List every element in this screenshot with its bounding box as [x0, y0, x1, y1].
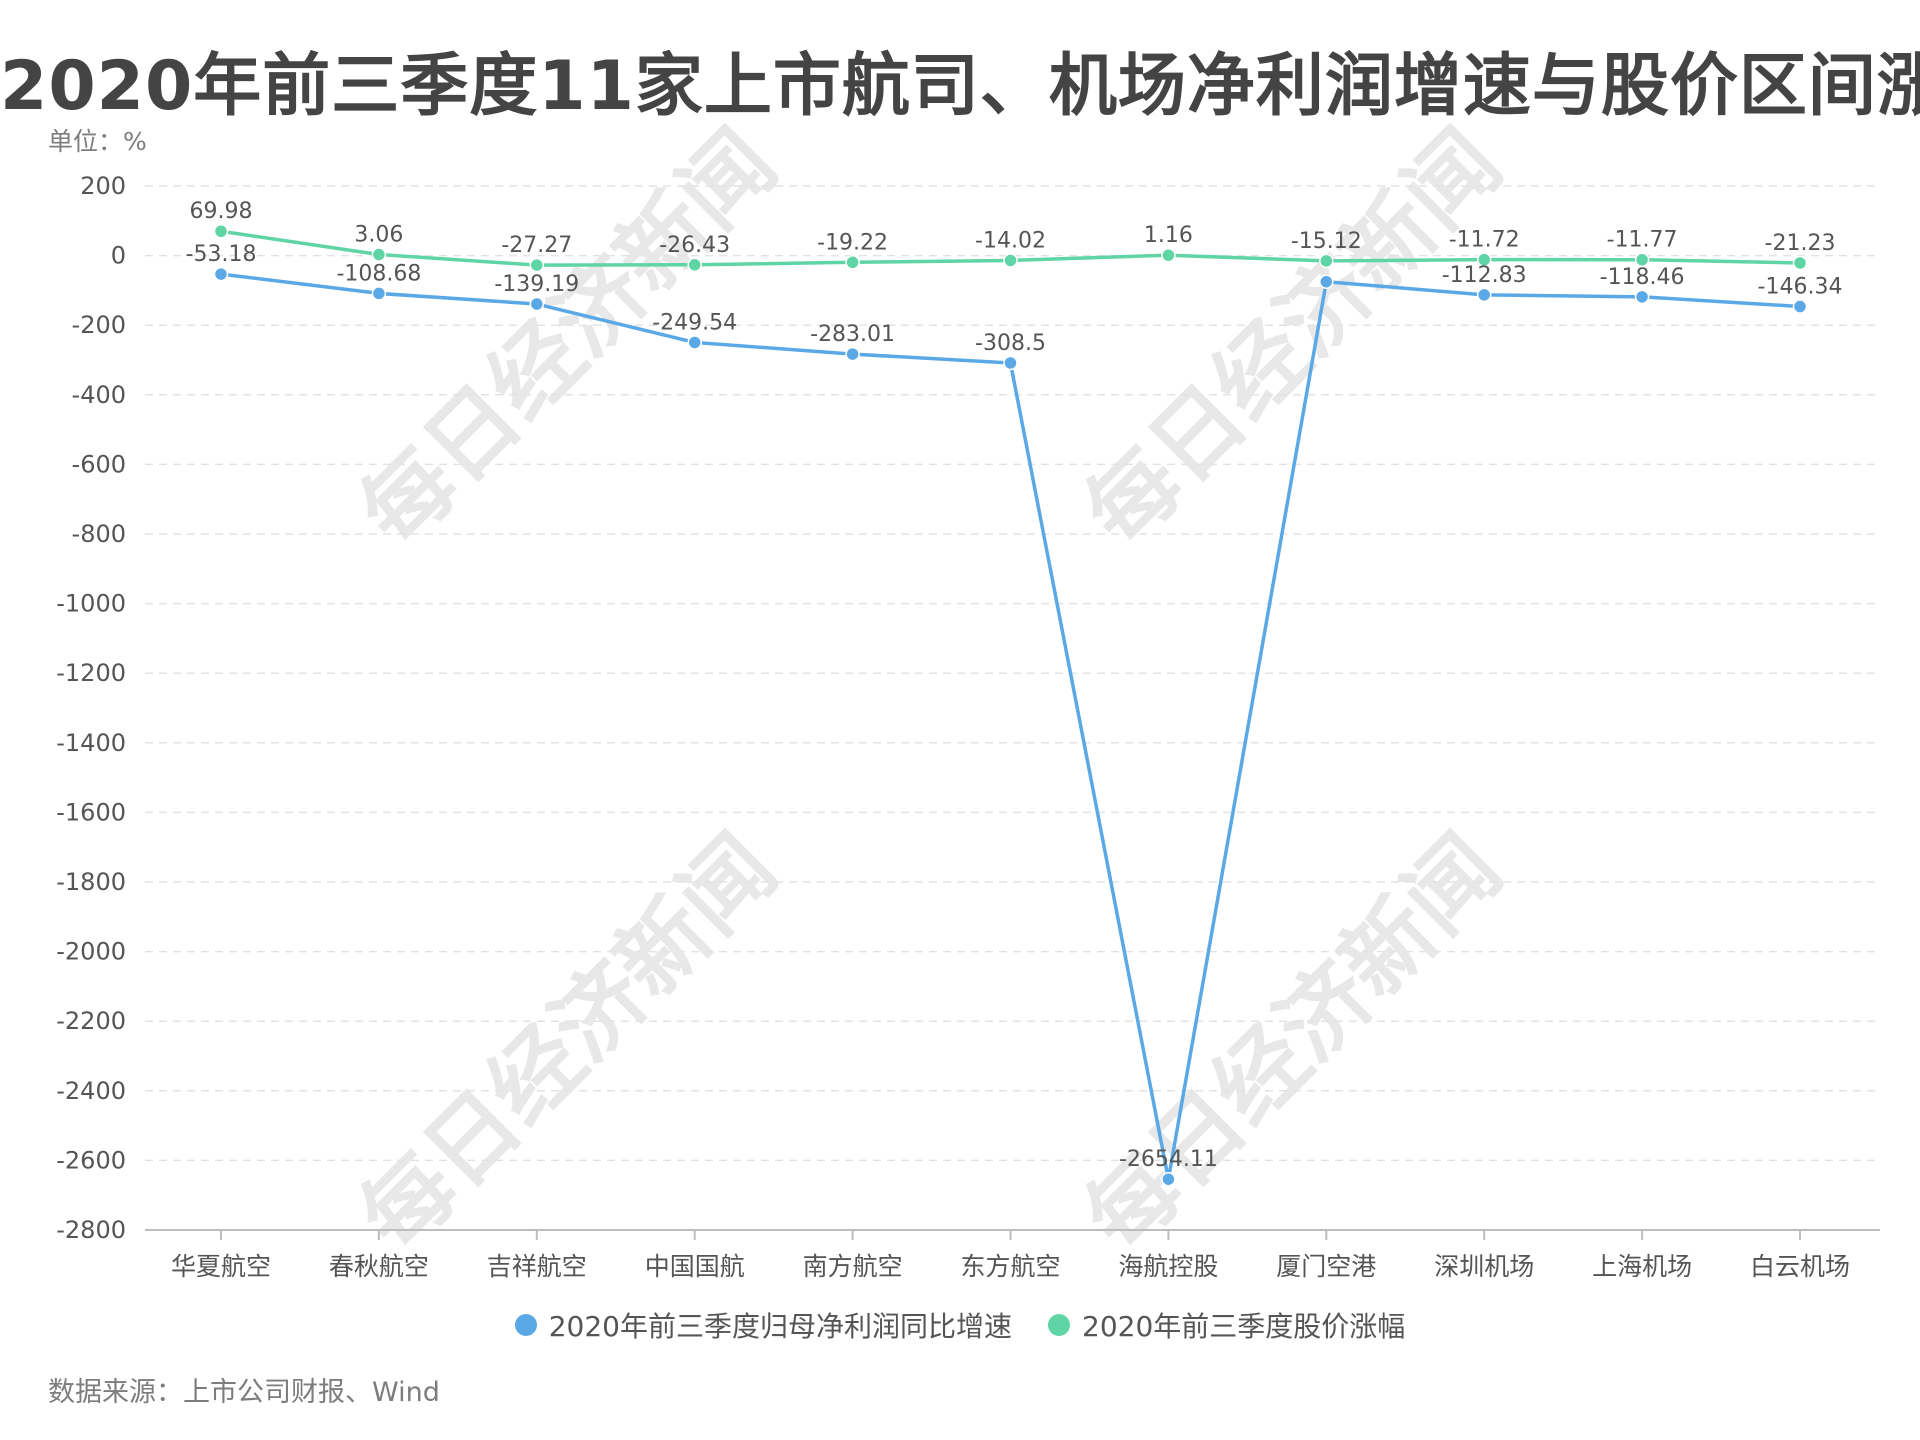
- data-point[interactable]: [529, 296, 545, 312]
- data-label: -2654.11: [1119, 1147, 1218, 1172]
- data-label: -118.46: [1600, 265, 1685, 290]
- data-label: -11.77: [1607, 228, 1678, 253]
- y-tick-label: -2000: [56, 938, 126, 966]
- y-tick-label: -1200: [56, 659, 126, 687]
- data-point[interactable]: [371, 247, 387, 262]
- y-tick-label: -1800: [56, 868, 126, 896]
- x-axis: 华夏航空 春秋航空 吉祥航空 中国国航 南方航空 东方航空 海航控股 厦门空港 深圳机场 上海机场…: [145, 1229, 1880, 1281]
- data-point[interactable]: [213, 223, 229, 239]
- legend-marker-profit-growth: [514, 1314, 537, 1336]
- y-tick-label: -2800: [56, 1216, 126, 1244]
- legend-item-stock-change[interactable]: 2020年前三季度股价涨幅: [1048, 1305, 1405, 1345]
- data-label: -112.83: [1442, 263, 1527, 288]
- data-label: -53.18: [186, 242, 257, 267]
- legend-item-profit-growth[interactable]: 2020年前三季度归母净利润同比增速: [514, 1305, 1012, 1345]
- y-tick-label: -1000: [56, 590, 126, 618]
- data-point[interactable]: [1319, 274, 1334, 289]
- data-label: 69.98: [190, 199, 253, 224]
- data-label: -11.72: [1449, 228, 1520, 253]
- data-point[interactable]: [1476, 252, 1492, 267]
- legend-marker-stock-change: [1048, 1314, 1070, 1336]
- x-tick-label: 春秋航空: [329, 1252, 429, 1281]
- data-label: -283.01: [810, 322, 895, 347]
- data-label: -108.68: [336, 261, 421, 286]
- y-tick-label: -2200: [56, 1007, 126, 1035]
- data-point[interactable]: [1003, 253, 1018, 268]
- data-point[interactable]: [845, 346, 860, 362]
- data-point[interactable]: [1476, 287, 1492, 303]
- y-axis: 200 0 -200 -400 -600 -800 -1000 -1200 -1400 -1600…: [56, 172, 126, 1244]
- data-label: -308.5: [975, 331, 1046, 356]
- x-tick-label: 中国国航: [645, 1252, 745, 1281]
- source-note: 数据来源：上市公司财报、Wind: [48, 1377, 440, 1408]
- watermark-text: 每日经济新闻: [1065, 110, 1522, 567]
- y-tick-label: -1400: [56, 729, 126, 757]
- data-point[interactable]: [1792, 255, 1808, 271]
- grid-lines: [145, 185, 1880, 1162]
- x-tick-label: 东方航空: [960, 1252, 1060, 1281]
- watermark-text: 每日经济新闻: [340, 110, 797, 567]
- data-point[interactable]: [371, 286, 387, 301]
- x-tick-label: 白云机场: [1750, 1252, 1850, 1281]
- data-label: -26.43: [659, 233, 730, 258]
- data-point[interactable]: [529, 257, 545, 273]
- data-label: -146.34: [1758, 275, 1843, 300]
- data-point[interactable]: [1003, 355, 1018, 371]
- y-tick-label: -2600: [56, 1146, 126, 1174]
- y-tick-label: -400: [72, 381, 126, 409]
- data-label: -27.27: [501, 233, 572, 258]
- legend: 2020年前三季度归母净利润同比增速 2020年前三季度股价涨幅: [0, 1305, 1920, 1345]
- y-tick-label: 0: [111, 242, 126, 270]
- data-point[interactable]: [845, 255, 860, 270]
- x-tick-label: 深圳机场: [1434, 1252, 1534, 1281]
- x-tick-label: 海航控股: [1118, 1252, 1218, 1281]
- data-label: -139.19: [494, 272, 579, 297]
- data-point[interactable]: [213, 266, 229, 282]
- y-tick-label: 200: [80, 172, 126, 200]
- data-label: -14.02: [975, 228, 1046, 253]
- watermark-text: 每日经济新闻: [1065, 815, 1522, 1272]
- x-tick-label: 华夏航空: [171, 1252, 271, 1281]
- x-tick-label: 厦门空港: [1276, 1252, 1376, 1281]
- data-point[interactable]: [1319, 253, 1334, 269]
- data-label: 1.16: [1144, 223, 1193, 248]
- data-label: -249.54: [652, 310, 737, 335]
- data-point[interactable]: [1792, 299, 1808, 314]
- data-point[interactable]: [1634, 252, 1650, 267]
- y-tick-label: -200: [72, 311, 126, 339]
- data-label: -21.23: [1765, 231, 1836, 256]
- chart-title: 2020年前三季度11家上市航司、机场净利润增速与股价区间涨幅: [0, 47, 1920, 126]
- legend-label-profit-growth: 2020年前三季度归母净利润同比增速: [548, 1310, 1012, 1343]
- x-tick-label: 上海机场: [1592, 1252, 1692, 1281]
- data-label: -19.22: [817, 230, 888, 255]
- x-tick-label: 吉祥航空: [487, 1252, 587, 1281]
- y-tick-label: -800: [72, 520, 126, 548]
- y-tick-label: -2400: [56, 1077, 126, 1105]
- data-point[interactable]: [1634, 289, 1650, 305]
- data-label: -15.12: [1291, 229, 1362, 254]
- data-point[interactable]: [1161, 247, 1176, 263]
- series-layer: [213, 223, 1808, 1187]
- data-point[interactable]: [1161, 1171, 1176, 1187]
- data-point[interactable]: [687, 335, 702, 350]
- y-tick-label: -1600: [56, 798, 126, 826]
- data-label: 3.06: [354, 223, 403, 248]
- watermark-text: 每日经济新闻: [340, 815, 797, 1272]
- legend-label-stock-change: 2020年前三季度股价涨幅: [1082, 1310, 1406, 1343]
- y-tick-label: -600: [72, 450, 126, 478]
- data-point[interactable]: [687, 257, 702, 273]
- unit-label: 单位：%: [48, 127, 147, 156]
- data-labels: -53.18 -108.68 -139.19 -249.54 -283.01 -308.5…: [186, 199, 1843, 1172]
- x-tick-label: 南方航空: [803, 1252, 903, 1281]
